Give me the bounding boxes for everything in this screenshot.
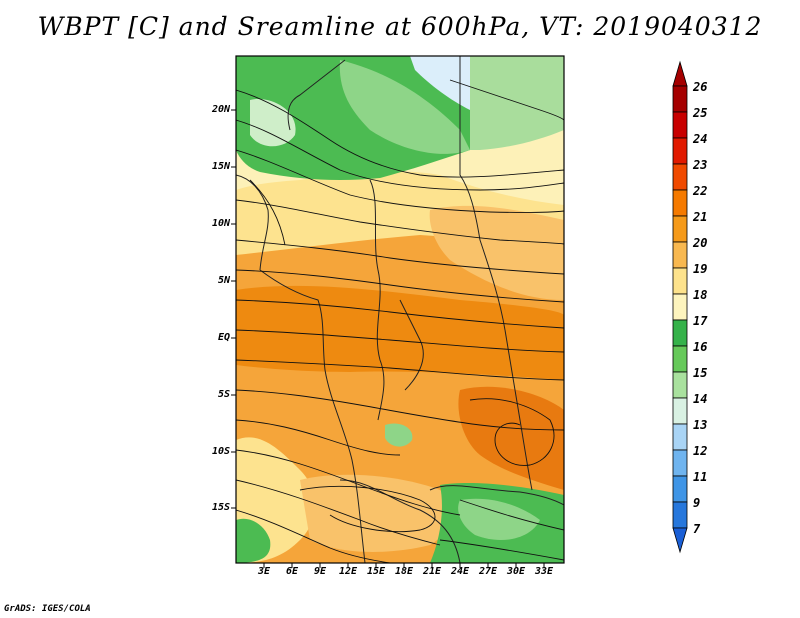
colorbar-segment: [672, 371, 688, 399]
lat-label-15s: 15S: [211, 502, 230, 513]
colorbar-label: 12: [693, 444, 708, 458]
colorbar-segment: [672, 345, 688, 373]
colorbar-label: 17: [693, 314, 708, 328]
lat-label-5n: 5N: [217, 275, 230, 286]
field-green-sw: [236, 518, 271, 563]
colorbar-label: 23: [693, 158, 708, 172]
colorbar-segment: [672, 501, 688, 529]
colorbar-segment: [672, 293, 688, 321]
lon-label-12e: 12E: [338, 566, 358, 577]
lat-label-20n: 20N: [211, 104, 230, 115]
colorbar-arrow-bottom: [672, 527, 688, 554]
field-light-green-north: [339, 60, 470, 154]
lon-ticks: [263, 563, 545, 568]
colorbar-segment: [672, 163, 688, 191]
colorbar-segment: [672, 397, 688, 425]
colorbar-segment: [672, 423, 688, 451]
lat-label-10s: 10S: [211, 446, 230, 457]
colorbar-label: 11: [693, 470, 708, 484]
lat-label-5s: 5S: [217, 389, 230, 400]
lat-label-10n: 10N: [211, 218, 230, 229]
lon-label-15e: 15E: [366, 566, 386, 577]
colorbar-label: 19: [693, 262, 708, 276]
colorbar-label: 25: [693, 106, 708, 120]
lon-label-24e: 24E: [450, 566, 470, 577]
colorbar-arrow-top: [672, 60, 688, 87]
colorbar-segment: [672, 241, 688, 269]
colorbar-segment: [672, 137, 688, 165]
colorbar-label: 9: [693, 496, 701, 510]
lat-label-eq: EQ: [217, 332, 230, 343]
field-light-orange-east: [429, 205, 564, 300]
field-green-lake: [385, 423, 413, 447]
colorbar-label: 7: [693, 522, 701, 536]
colorbar-segment: [672, 319, 688, 347]
colorbar-label: 18: [693, 288, 708, 302]
footer-credit: GrADS: IGES/COLA: [4, 604, 91, 614]
lon-label-3e: 3E: [257, 566, 271, 577]
colorbar-label: 14: [693, 392, 708, 406]
lon-label-30e: 30E: [506, 566, 526, 577]
colorbar-label: 20: [693, 236, 708, 250]
lat-label-15n: 15N: [211, 161, 230, 172]
lat-ticks: [231, 109, 236, 509]
lon-label-21e: 21E: [422, 566, 442, 577]
colorbar-segment: [672, 475, 688, 503]
colorbar-segment: [672, 85, 688, 113]
colorbar-segment: [672, 189, 688, 217]
borders: [236, 56, 564, 563]
colorbar-label: 24: [693, 132, 708, 146]
colorbar-label: 13: [693, 418, 708, 432]
colorbar-label: 21: [693, 210, 708, 224]
colorbar-segment: [672, 111, 688, 139]
colorbar-segment: [672, 267, 688, 295]
lon-label-27e: 27E: [478, 566, 498, 577]
streamlines: [236, 79, 564, 563]
field-orange-dark-central: [236, 285, 564, 380]
chart-title: WBPT [C] and Sreamline at 600hPa, VT: 20…: [37, 12, 763, 41]
lon-label-9e: 9E: [313, 566, 327, 577]
wbpt-field: [236, 56, 564, 563]
map-frame: [235, 55, 565, 564]
field-light-green-se: [458, 498, 540, 540]
field-light-blue-north: [410, 56, 470, 110]
colorbar-segment: [672, 215, 688, 243]
colorbar-segment: [672, 449, 688, 477]
colorbar-label: 16: [693, 340, 708, 354]
lon-label-33e: 33E: [534, 566, 554, 577]
colorbar-label: 26: [693, 80, 708, 94]
field-green-ne: [470, 56, 564, 150]
field-light-orange-south: [300, 474, 453, 552]
colorbar-label: 15: [693, 366, 708, 380]
field-orange-dark-se: [458, 386, 564, 490]
colorbar: [672, 60, 688, 554]
lon-label-6e: 6E: [285, 566, 299, 577]
colorbar-label: 22: [693, 184, 708, 198]
lon-label-18e: 18E: [394, 566, 414, 577]
